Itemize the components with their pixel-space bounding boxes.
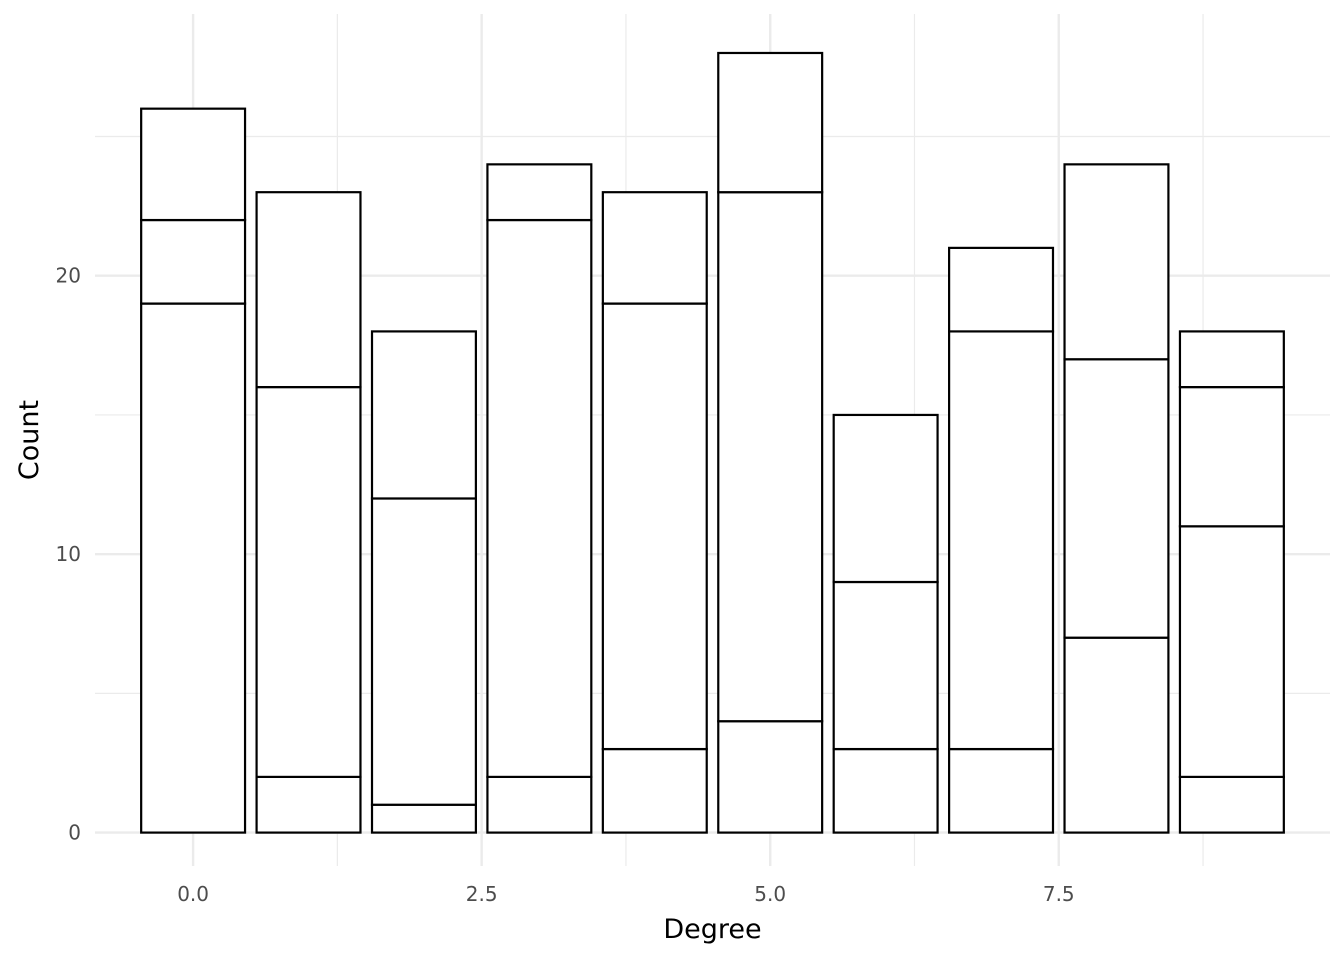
bar-segment	[948, 330, 1055, 751]
x-tick-label: 7.5	[1043, 882, 1075, 906]
bar-segment	[717, 51, 824, 194]
bar-segment	[832, 413, 939, 584]
bar-segment	[832, 747, 939, 834]
bar-segment	[832, 580, 939, 751]
bar-segment	[1178, 775, 1285, 834]
bar-segment	[370, 497, 477, 806]
y-tick-label: 0	[68, 821, 81, 845]
bar-segment	[1063, 358, 1170, 639]
bar-segment	[1178, 385, 1285, 528]
bar-segment	[1063, 163, 1170, 361]
bar-segment	[486, 218, 593, 779]
bar-segment	[948, 246, 1055, 333]
bar-segment	[717, 191, 824, 723]
bar-segment	[948, 747, 1055, 834]
bar-segment	[370, 803, 477, 834]
bar-segments	[140, 51, 1285, 834]
x-axis-title: Degree	[663, 914, 761, 945]
bar-segment	[255, 385, 362, 779]
bar-segment	[1063, 636, 1170, 834]
bar-segment	[486, 775, 593, 834]
bar-segment	[717, 720, 824, 834]
y-tick-label: 20	[56, 264, 81, 288]
tick-labels: 0.0 2.5 5.0 7.5 0 10 20	[56, 264, 1075, 906]
bar-segment	[140, 302, 247, 834]
bar-segment	[486, 163, 593, 222]
y-axis-title: Count	[14, 400, 45, 480]
x-tick-label: 2.5	[466, 882, 498, 906]
bar-segment	[1178, 330, 1285, 389]
x-tick-label: 5.0	[754, 882, 786, 906]
bar-segment	[255, 775, 362, 834]
bar-segment	[601, 302, 708, 751]
bar-segment	[601, 747, 708, 834]
bar-segment	[1178, 525, 1285, 779]
bar-segment	[255, 191, 362, 389]
bar-segment	[370, 330, 477, 500]
bar-segment	[601, 191, 708, 305]
y-tick-label: 10	[56, 542, 81, 566]
bar-segment	[140, 107, 247, 222]
bar-segment	[140, 218, 247, 305]
x-tick-label: 0.0	[177, 882, 209, 906]
